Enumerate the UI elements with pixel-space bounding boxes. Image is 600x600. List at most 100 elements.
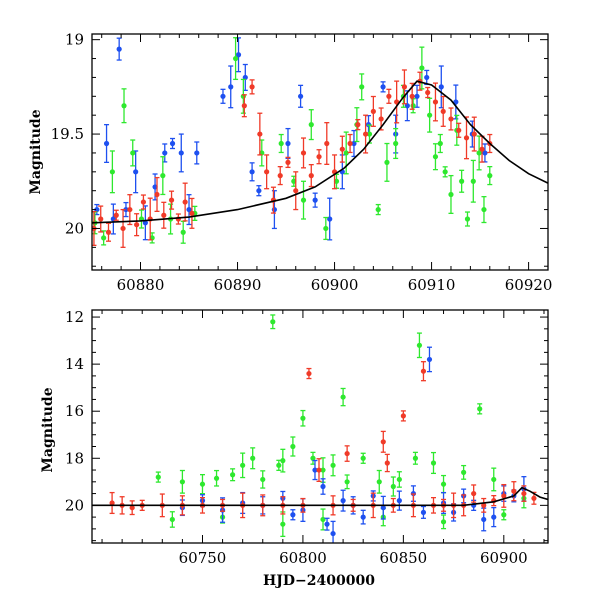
data-point: [440, 108, 446, 115]
data-point: [121, 103, 127, 109]
data-point: [471, 131, 477, 137]
data-point: [312, 467, 318, 473]
bottom-panel: 60750 60800 60850 60900 12 14 16 18 20: [65, 308, 549, 567]
data-point: [109, 169, 115, 175]
data-point: [123, 206, 129, 213]
data-point: [250, 455, 256, 461]
data-point: [276, 462, 282, 468]
data-point: [178, 150, 184, 156]
data-point: [228, 84, 234, 90]
data-point: [437, 140, 443, 147]
data-point: [232, 55, 239, 62]
data-point: [316, 154, 322, 160]
data-point: [531, 495, 537, 501]
data-point: [393, 140, 399, 147]
x-tick-label: 60890: [214, 276, 262, 294]
data-point: [340, 498, 346, 504]
data-point: [340, 394, 346, 400]
data-point: [285, 159, 291, 165]
data-point: [98, 216, 104, 222]
data-point: [306, 370, 312, 377]
data-point: [271, 206, 277, 213]
data-point: [129, 505, 135, 511]
data-point: [360, 455, 366, 461]
data-point: [327, 216, 333, 222]
data-point: [412, 455, 419, 461]
data-point: [113, 212, 119, 218]
data-point: [320, 483, 326, 490]
data-point: [277, 173, 283, 179]
x-tick-label: 60850: [380, 549, 428, 567]
x-tick-label: 60900: [480, 549, 528, 567]
data-point: [409, 93, 415, 99]
data-point: [380, 505, 386, 511]
data-point: [154, 191, 160, 198]
y-tick-label: 18: [65, 449, 84, 467]
data-point: [300, 150, 307, 156]
data-point: [290, 443, 296, 450]
data-point: [347, 140, 353, 147]
y-tick-label: 16: [65, 402, 84, 420]
x-tick-label: 60800: [279, 549, 327, 567]
data-point: [471, 490, 477, 497]
data-point: [290, 512, 296, 518]
data-point: [380, 84, 386, 90]
data-point: [324, 521, 330, 527]
data-point: [414, 93, 420, 99]
data-point: [491, 476, 497, 483]
data-point: [482, 150, 488, 156]
data-point: [278, 140, 284, 147]
data-point: [257, 131, 263, 137]
data-point: [351, 140, 357, 147]
data-point: [194, 150, 200, 156]
data-point: [109, 500, 115, 506]
data-point: [438, 84, 444, 90]
data-point: [359, 84, 365, 90]
data-point: [386, 93, 392, 99]
data-point: [501, 512, 507, 518]
data-point: [134, 222, 140, 228]
data-point: [419, 65, 425, 71]
data-point: [470, 178, 476, 184]
data-point: [427, 112, 433, 118]
data-point: [297, 93, 304, 99]
data-point: [182, 199, 188, 205]
data-point: [300, 197, 307, 203]
data-point: [376, 479, 382, 485]
data-point: [375, 206, 381, 213]
bottom-y-axis-label: Magnitude: [40, 387, 56, 472]
data-point: [324, 140, 330, 147]
y-axis: 19 19.5 20: [51, 31, 548, 267]
data-point: [491, 514, 497, 520]
data-point: [360, 514, 366, 520]
x-tick-label: 60910: [408, 276, 456, 294]
data-point: [308, 122, 314, 128]
plot-area: [92, 37, 548, 248]
data-point: [94, 206, 100, 213]
data-point: [432, 99, 439, 105]
data-point: [280, 458, 286, 464]
data-point: [425, 89, 431, 96]
plot-area: [92, 314, 548, 543]
data-point: [103, 140, 110, 147]
data-point: [256, 188, 262, 194]
y-tick-label: 14: [65, 355, 84, 373]
data-point: [511, 488, 517, 494]
x-tick-label: 60920: [505, 276, 553, 294]
data-point: [463, 135, 470, 141]
data-point: [260, 476, 266, 483]
data-point: [481, 206, 487, 213]
data-point: [464, 216, 471, 222]
data-point: [378, 116, 384, 122]
data-point: [140, 199, 147, 205]
data-point: [501, 493, 507, 499]
data-point: [339, 146, 345, 152]
x-axis: 60750 60800 60850 60900: [101, 310, 545, 567]
y-axis: 12 14 16 18 20: [65, 308, 548, 542]
data-point: [343, 150, 349, 156]
data-point: [430, 460, 437, 466]
data-point: [440, 481, 447, 487]
data-point: [249, 169, 255, 175]
data-point: [396, 498, 402, 504]
top-y-axis-label: Magnitude: [28, 109, 44, 194]
